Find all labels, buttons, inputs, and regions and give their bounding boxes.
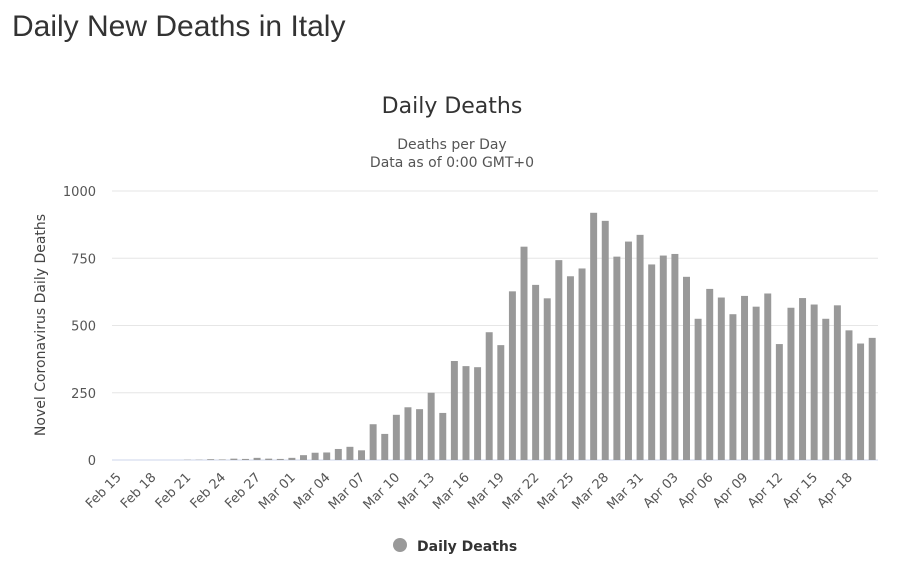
bar[interactable] [404, 407, 412, 460]
bar[interactable] [706, 288, 714, 460]
bars [183, 212, 876, 460]
bar[interactable] [381, 433, 389, 460]
bar[interactable] [845, 330, 853, 460]
x-tick-label: Feb 21 [153, 470, 195, 512]
bar[interactable] [683, 276, 690, 460]
x-tick-label: Mar 19 [465, 470, 508, 513]
bar[interactable] [810, 304, 818, 460]
x-tick-label: Mar 10 [361, 470, 404, 513]
bar[interactable] [729, 314, 737, 460]
y-tick-label: 750 [71, 252, 96, 267]
bar[interactable] [508, 291, 516, 460]
bar[interactable] [450, 361, 458, 460]
y-axis-ticks: 0 250 500 750 1000 [63, 185, 96, 469]
bar[interactable] [485, 332, 493, 460]
bar[interactable] [868, 337, 876, 460]
x-tick-label: Apr 06 [675, 470, 716, 511]
bar[interactable] [497, 345, 505, 460]
y-tick-label: 500 [71, 320, 96, 335]
bar[interactable] [392, 414, 400, 460]
bar[interactable] [764, 293, 772, 460]
bar[interactable] [833, 305, 841, 460]
x-tick-label: Feb 18 [118, 470, 160, 512]
bar[interactable] [265, 458, 273, 460]
y-tick-label: 1000 [63, 185, 96, 200]
bar[interactable] [857, 343, 865, 460]
bar[interactable] [439, 412, 447, 460]
bar[interactable] [311, 452, 319, 460]
x-tick-label: Mar 28 [570, 470, 613, 513]
legend-item-daily-deaths[interactable]: Daily Deaths [417, 539, 517, 555]
y-tick-label: 0 [88, 454, 96, 469]
bar[interactable] [532, 284, 540, 460]
bar[interactable] [358, 450, 366, 460]
chart-subtitle-line-1: Deaths per Day [397, 137, 506, 153]
bar[interactable] [334, 448, 342, 460]
bar[interactable] [230, 458, 238, 460]
bar[interactable] [822, 318, 830, 460]
bar[interactable] [624, 241, 632, 460]
y-tick-label: 250 [71, 387, 96, 402]
x-tick-label: Apr 03 [641, 470, 682, 511]
bar[interactable] [694, 318, 702, 460]
bar[interactable] [346, 446, 354, 460]
bar[interactable] [566, 276, 574, 460]
bar[interactable] [323, 452, 331, 460]
x-tick-label: Mar 16 [430, 470, 473, 513]
bar[interactable] [253, 457, 261, 460]
bar[interactable] [416, 409, 424, 460]
bar[interactable] [671, 253, 679, 460]
page-title: Daily New Deaths in Italy [12, 10, 346, 43]
y-axis-title: Novel Coronavirus Daily Deaths [33, 214, 49, 436]
bar[interactable] [787, 307, 795, 460]
x-tick-label: Apr 15 [780, 470, 821, 511]
bar[interactable] [578, 268, 586, 460]
chart-title: Daily Deaths [382, 94, 523, 119]
bar[interactable] [543, 298, 551, 460]
bar[interactable] [369, 424, 377, 460]
bar[interactable] [775, 344, 783, 460]
x-tick-label: Mar 13 [395, 470, 438, 513]
gridlines [112, 190, 878, 461]
x-tick-label: Apr 12 [745, 470, 786, 511]
bar[interactable] [741, 295, 749, 460]
bar[interactable] [300, 455, 307, 460]
bar[interactable] [636, 234, 644, 460]
bar[interactable] [613, 256, 621, 460]
bar[interactable] [717, 297, 725, 460]
bar[interactable] [555, 260, 563, 460]
chart-subtitle-line-2: Data as of 0:00 GMT+0 [370, 155, 534, 171]
x-tick-label: Mar 04 [291, 470, 334, 513]
bar[interactable] [520, 246, 528, 460]
bar[interactable] [462, 366, 470, 460]
x-tick-label: Mar 31 [604, 470, 647, 513]
bar[interactable] [241, 458, 249, 460]
bar[interactable] [752, 306, 760, 460]
bar[interactable] [207, 459, 215, 460]
x-tick-label: Mar 07 [326, 470, 369, 513]
legend-marker [393, 538, 407, 552]
x-tick-label: Feb 15 [83, 470, 125, 512]
bar[interactable] [648, 264, 656, 460]
x-tick-label: Feb 27 [222, 470, 264, 512]
x-tick-label: Mar 25 [535, 470, 578, 513]
bar[interactable] [601, 220, 609, 460]
bar[interactable] [659, 255, 667, 460]
x-tick-label: Feb 24 [188, 470, 230, 512]
bar[interactable] [590, 212, 598, 460]
x-tick-label: Mar 22 [500, 470, 543, 513]
bar[interactable] [276, 458, 284, 460]
legend[interactable]: Daily Deaths [393, 538, 517, 555]
bar[interactable] [288, 457, 296, 460]
bar[interactable] [218, 459, 226, 460]
bar[interactable] [799, 298, 807, 460]
x-tick-label: Mar 01 [256, 470, 299, 513]
bar[interactable] [474, 367, 482, 460]
x-tick-label: Apr 09 [710, 470, 751, 511]
x-tick-label: Apr 18 [815, 470, 856, 511]
bar[interactable] [427, 392, 435, 460]
